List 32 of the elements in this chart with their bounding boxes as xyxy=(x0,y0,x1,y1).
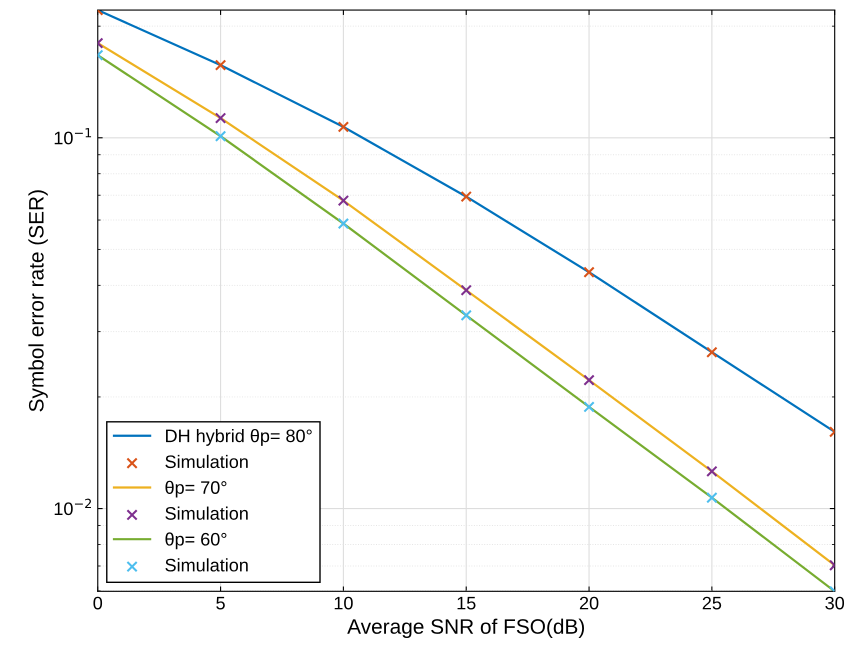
point xyxy=(338,194,350,206)
point xyxy=(583,266,595,278)
x-axis-title: Average SNR of FSO(dB) xyxy=(347,618,584,638)
point xyxy=(706,492,718,504)
legend-label: Simulation xyxy=(165,454,248,468)
legend-label: Simulation xyxy=(165,558,248,572)
legend-label: θp= 60° xyxy=(165,532,226,550)
point xyxy=(583,401,595,413)
point xyxy=(460,190,472,202)
x-tick-label: 5 xyxy=(216,596,225,610)
point xyxy=(706,346,718,358)
point xyxy=(214,112,226,124)
point xyxy=(214,59,226,71)
point xyxy=(338,218,350,230)
point xyxy=(214,130,226,142)
x-tick-label: 25 xyxy=(702,596,722,610)
point xyxy=(460,310,472,322)
legend-label: DH hybrid θp= 80° xyxy=(166,428,312,446)
legend-label: Simulation xyxy=(165,506,248,520)
point xyxy=(583,374,595,386)
point xyxy=(460,284,472,296)
legend-label: θp= 70° xyxy=(165,480,226,498)
x-tick-label: 30 xyxy=(825,596,844,610)
x-tick-label: 20 xyxy=(580,596,598,610)
y-axis-title: Symbol error rate (SER) xyxy=(28,190,48,412)
point xyxy=(706,466,718,478)
point xyxy=(338,121,350,133)
y-tick-label: 10$^{−2}$ xyxy=(54,498,91,516)
x-tick-label: 15 xyxy=(458,596,476,610)
x-tick-label: 0 xyxy=(93,596,102,610)
y-tick-label: 10$^{−1}$ xyxy=(54,128,92,144)
x-tick-label: 10 xyxy=(334,596,353,610)
